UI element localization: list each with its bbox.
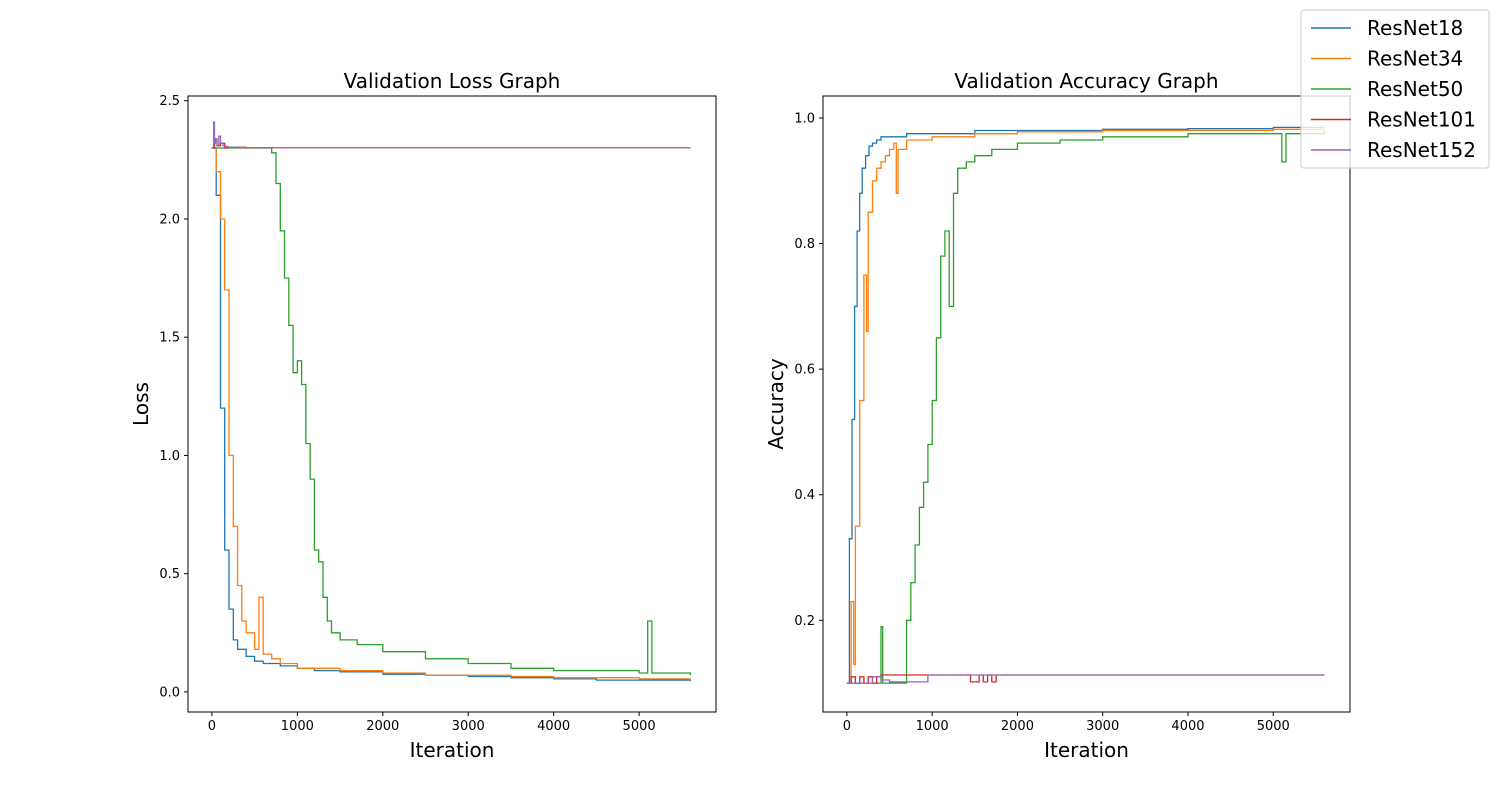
y-tick-label: 1.5	[159, 331, 180, 346]
x-tick-label: 1000	[916, 719, 949, 734]
x-tick-label: 1000	[281, 719, 314, 734]
legend-entry-label: ResNet101	[1367, 108, 1476, 132]
x-tick-label: 3000	[452, 719, 485, 734]
x-tick-label: 5000	[1257, 719, 1290, 734]
loss-chart-title: Validation Loss Graph	[344, 69, 561, 93]
y-axis-label: Accuracy	[764, 358, 788, 449]
series-line-resnet101	[211, 140, 691, 149]
y-tick-label: 0.0	[159, 685, 180, 700]
accuracy-chart: 0 1000 2000 3000 4000 5000 0.2 0.4 0.6 0.8 1.0 Vali…	[764, 69, 1351, 762]
legend-entry-label: ResNet34	[1367, 47, 1463, 71]
series-line-resnet34	[211, 147, 692, 681]
axes-frame	[187, 95, 717, 713]
legend-entry-label: ResNet18	[1367, 16, 1463, 40]
series-line-resnet152	[846, 674, 1325, 684]
x-axis-label: Iteration	[410, 738, 495, 762]
x-tick-label: 3000	[1086, 719, 1119, 734]
series-line-resnet34	[846, 128, 1325, 684]
legend-entry-label: ResNet50	[1367, 77, 1463, 101]
y-tick-label: 1.0	[159, 449, 180, 464]
legend-box	[1300, 9, 1490, 169]
y-tick-label: 2.0	[159, 212, 180, 227]
y-tick-label: 2.5	[159, 94, 180, 109]
x-tick-label: 5000	[623, 719, 656, 734]
y-tick-label: 0.5	[159, 567, 180, 582]
y-tick-label: 0.2	[794, 614, 815, 629]
y-tick-label: 0.6	[794, 363, 815, 378]
series-line-resnet50	[211, 147, 692, 676]
series-line-resnet18	[846, 126, 1325, 684]
series-line-resnet152	[211, 121, 691, 149]
axes-frame	[822, 95, 1351, 713]
x-tick-label: 4000	[537, 719, 570, 734]
y-tick-label: 0.8	[794, 237, 815, 252]
x-tick-label: 0	[208, 719, 216, 734]
x-tick-label: 4000	[1171, 719, 1204, 734]
y-tick-label: 0.4	[794, 488, 815, 503]
series-line-resnet50	[846, 130, 1326, 684]
x-axis-label: Iteration	[1044, 738, 1129, 762]
legend-entry-label: ResNet152	[1367, 138, 1476, 162]
y-axis-label: Loss	[129, 382, 153, 426]
legend: ResNet18 ResNet34 ResNet50 ResNet101 ResNet1…	[1300, 9, 1490, 169]
series-line-resnet18	[211, 147, 692, 682]
accuracy-chart-title: Validation Accuracy Graph	[954, 69, 1218, 93]
x-tick-label: 0	[843, 719, 851, 734]
x-tick-label: 2000	[366, 719, 399, 734]
loss-chart: 0 1000 2000 3000 4000 5000 0.0 0.5 1.0 1.5 2.0 2.5 V…	[129, 69, 717, 762]
y-tick-label: 1.0	[794, 111, 815, 126]
x-tick-label: 2000	[1001, 719, 1034, 734]
